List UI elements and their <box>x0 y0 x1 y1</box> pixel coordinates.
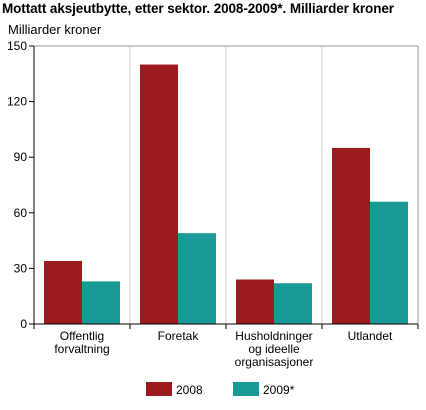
bar-2008-2 <box>140 64 178 325</box>
y-axis-label: Milliarder kroner <box>8 22 102 37</box>
x-tick-label: Utlandet <box>348 329 393 343</box>
chart-title: Mottatt aksjeutbytte, etter sektor. 2008… <box>2 1 394 16</box>
bar-2009-1 <box>82 281 120 324</box>
x-tick-label: organisasjoner <box>235 355 314 369</box>
bar-2009-3 <box>274 283 312 324</box>
y-tick-label: 150 <box>7 39 27 53</box>
legend-label: 2008 <box>176 383 203 397</box>
y-tick-label: 0 <box>20 317 27 331</box>
y-tick-label: 60 <box>14 206 28 220</box>
bar-2008-1 <box>44 260 82 324</box>
bar-2009-4 <box>370 201 408 324</box>
x-tick-label: Foretak <box>158 329 200 343</box>
x-tick-label: Husholdninger <box>235 329 312 343</box>
y-tick-label: 120 <box>7 95 27 109</box>
bar-2008-4 <box>332 147 370 324</box>
x-tick-label: Offentlig <box>60 329 104 343</box>
legend-label: 2009* <box>263 383 295 397</box>
y-tick-label: 90 <box>14 150 28 164</box>
x-tick-label: og ideelle <box>248 342 300 356</box>
bar-2009-2 <box>178 233 216 324</box>
bar-2008-3 <box>236 279 274 324</box>
legend-swatch-2008 <box>146 382 172 396</box>
legend-swatch-2009 <box>233 382 259 396</box>
x-tick-label: forvaltning <box>54 342 109 356</box>
y-tick-label: 30 <box>14 261 28 275</box>
